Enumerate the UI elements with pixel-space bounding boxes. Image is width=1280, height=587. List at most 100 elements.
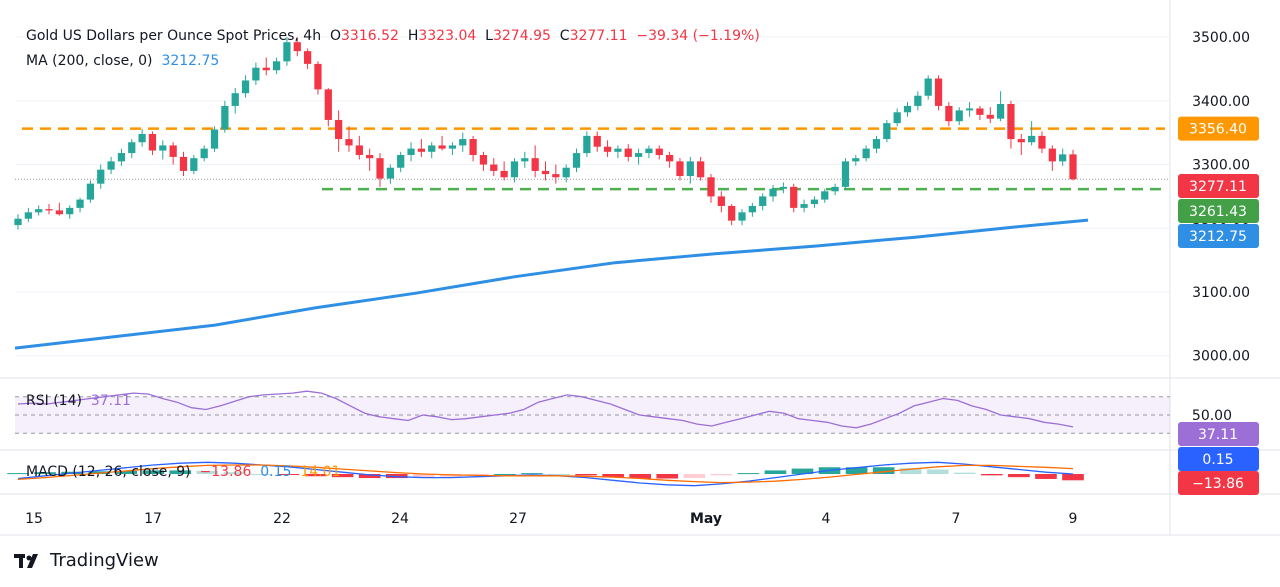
candle-body[interactable]	[707, 177, 715, 197]
candle-body[interactable]	[128, 142, 136, 154]
candle[interactable]	[759, 193, 767, 211]
candle-body[interactable]	[479, 154, 488, 165]
candle[interactable]	[35, 205, 43, 216]
candle-body[interactable]	[169, 145, 177, 157]
candle-body[interactable]	[1069, 154, 1077, 180]
candle-body[interactable]	[241, 80, 250, 94]
candle[interactable]	[148, 131, 157, 155]
candle[interactable]	[1059, 148, 1067, 166]
candle[interactable]	[428, 142, 436, 159]
candle[interactable]	[448, 142, 457, 155]
candle[interactable]	[707, 174, 715, 203]
candle[interactable]	[241, 75, 250, 98]
candle-body[interactable]	[748, 205, 756, 213]
candle-body[interactable]	[831, 186, 839, 192]
candle-body[interactable]	[45, 209, 53, 211]
candle-body[interactable]	[438, 145, 446, 149]
candle[interactable]	[283, 37, 291, 66]
candle[interactable]	[179, 151, 188, 177]
candle-body[interactable]	[148, 133, 157, 151]
candle[interactable]	[252, 62, 260, 85]
rsi-panel[interactable]: 50.00	[15, 390, 1232, 434]
candle-body[interactable]	[883, 123, 891, 140]
candle-body[interactable]	[676, 161, 684, 177]
candle-body[interactable]	[665, 154, 674, 162]
candle[interactable]	[862, 145, 870, 162]
candle[interactable]	[593, 131, 601, 152]
candle-body[interactable]	[914, 95, 922, 106]
candle-body[interactable]	[510, 161, 519, 178]
candle-body[interactable]	[996, 104, 1005, 119]
candle[interactable]	[583, 131, 591, 157]
candle-body[interactable]	[262, 67, 270, 71]
candle-body[interactable]	[717, 196, 725, 206]
candle[interactable]	[697, 156, 705, 181]
candle-body[interactable]	[138, 133, 146, 143]
candle[interactable]	[303, 48, 312, 69]
candle-body[interactable]	[800, 204, 808, 208]
candle[interactable]	[407, 142, 415, 162]
candle[interactable]	[645, 145, 653, 159]
candle-body[interactable]	[810, 199, 819, 205]
candle-body[interactable]	[407, 148, 415, 155]
candle-body[interactable]	[1007, 104, 1015, 140]
candle[interactable]	[790, 183, 798, 213]
candle-body[interactable]	[76, 199, 84, 208]
candle[interactable]	[841, 158, 850, 191]
candle[interactable]	[603, 140, 612, 157]
candle-body[interactable]	[55, 210, 63, 215]
candle-body[interactable]	[955, 110, 963, 122]
candle[interactable]	[521, 151, 529, 168]
candle-body[interactable]	[459, 139, 467, 146]
candle[interactable]	[200, 145, 208, 162]
candle-body[interactable]	[190, 158, 198, 171]
candle-body[interactable]	[634, 153, 643, 157]
candle[interactable]	[965, 102, 974, 117]
candle-body[interactable]	[624, 148, 632, 157]
candle[interactable]	[1007, 100, 1015, 149]
candle[interactable]	[903, 102, 912, 117]
candle[interactable]	[769, 184, 777, 202]
candle[interactable]	[190, 154, 198, 175]
candle[interactable]	[386, 164, 394, 184]
candle[interactable]	[345, 126, 353, 152]
macd-header[interactable]: MACD (12, 26, close, 9) −13.86 0.15 14.0…	[26, 464, 340, 480]
candle[interactable]	[614, 145, 622, 159]
candle[interactable]	[541, 161, 550, 181]
candle[interactable]	[976, 105, 984, 120]
candle[interactable]	[634, 148, 643, 165]
candle-body[interactable]	[231, 93, 239, 106]
candle[interactable]	[676, 158, 684, 181]
candle-body[interactable]	[655, 148, 663, 155]
candle-body[interactable]	[324, 89, 332, 120]
candle[interactable]	[169, 142, 177, 165]
candle-body[interactable]	[14, 218, 22, 226]
candle-body[interactable]	[376, 158, 384, 179]
candle[interactable]	[624, 144, 632, 162]
candle[interactable]	[572, 148, 581, 173]
candle[interactable]	[335, 110, 343, 152]
candle[interactable]	[107, 156, 115, 175]
candle[interactable]	[117, 148, 126, 166]
candle[interactable]	[955, 107, 963, 126]
tradingview-logo[interactable]: TradingView	[14, 550, 159, 571]
candle-body[interactable]	[614, 148, 622, 152]
candle-body[interactable]	[1038, 135, 1046, 149]
candle-body[interactable]	[335, 119, 343, 140]
candle-body[interactable]	[117, 153, 126, 162]
candle[interactable]	[945, 102, 953, 127]
candle-body[interactable]	[345, 139, 353, 146]
candle[interactable]	[376, 153, 384, 187]
candle-body[interactable]	[252, 67, 260, 81]
candle-body[interactable]	[603, 146, 612, 152]
candle-body[interactable]	[759, 196, 767, 206]
candle[interactable]	[159, 140, 167, 160]
candle[interactable]	[459, 132, 467, 152]
candle-body[interactable]	[366, 154, 374, 159]
candle-body[interactable]	[200, 148, 208, 159]
candle[interactable]	[479, 151, 488, 171]
candle-body[interactable]	[593, 135, 601, 147]
candle[interactable]	[86, 180, 95, 203]
candle-body[interactable]	[790, 186, 798, 208]
candle-body[interactable]	[728, 205, 736, 221]
